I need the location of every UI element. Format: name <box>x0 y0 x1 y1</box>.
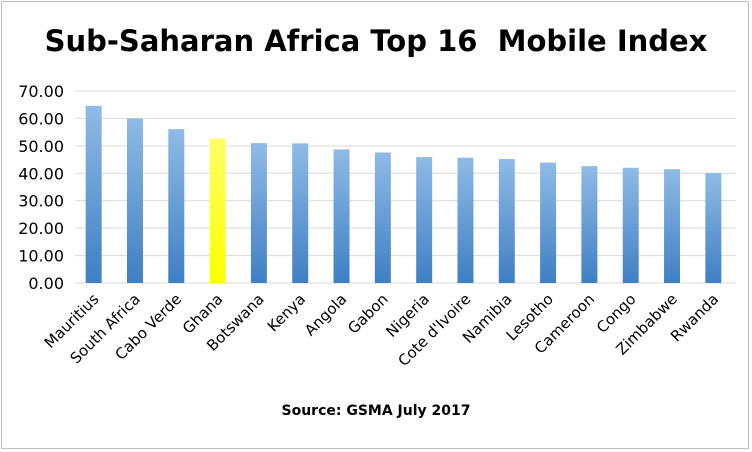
bar-cameroon <box>581 166 598 283</box>
y-tick-label: 60.00 <box>18 109 64 128</box>
chart-title: Sub-Saharan Africa Top 16 Mobile Index <box>44 24 708 58</box>
bar-mauritius <box>85 105 102 283</box>
bar-kenya <box>292 143 309 283</box>
bar-angola <box>333 149 350 283</box>
y-tick-label: 70.00 <box>18 82 64 101</box>
bar-gabon <box>374 152 391 283</box>
bar-cabo-verde <box>168 129 185 283</box>
bars <box>85 105 722 283</box>
bar-congo <box>622 167 639 283</box>
bar-ghana <box>209 138 226 283</box>
bar-namibia <box>498 159 515 283</box>
bar-cote-d-ivoire <box>457 157 474 283</box>
y-tick-label: 20.00 <box>18 219 64 238</box>
bar-lesotho <box>540 162 557 283</box>
x-category-label: Angola <box>301 290 350 339</box>
bar-south-africa <box>126 118 143 283</box>
y-tick-label: 40.00 <box>18 164 64 183</box>
bar-rwanda <box>705 173 722 283</box>
bar-botswana <box>250 143 267 283</box>
bar-nigeria <box>416 157 433 283</box>
y-axis-ticks: 0.00 10.00 20.00 30.00 40.00 50.00 60.00 70.00 <box>18 82 64 293</box>
source-note: Source: GSMA July 2017 <box>281 403 471 419</box>
y-tick-label: 50.00 <box>18 137 64 156</box>
y-tick-label: 10.00 <box>18 247 64 266</box>
bar-zimbabwe <box>664 169 681 283</box>
y-tick-label: 30.00 <box>18 192 64 211</box>
y-tick-label: 0.00 <box>28 274 64 293</box>
